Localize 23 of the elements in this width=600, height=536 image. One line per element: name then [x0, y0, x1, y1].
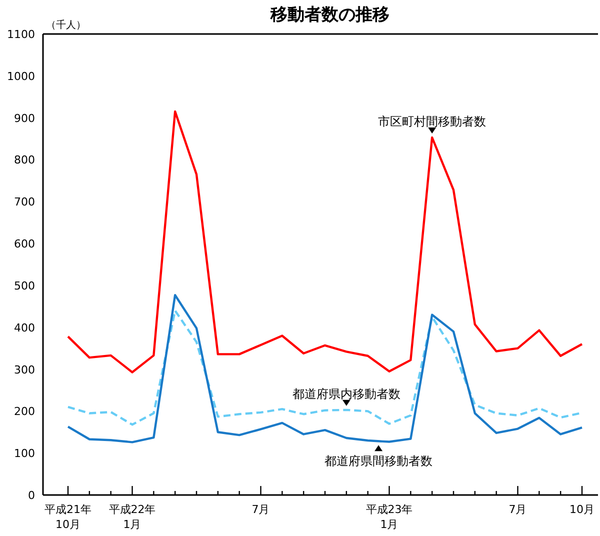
- x-tick-label: 7月: [508, 503, 527, 516]
- series-label: 都道府県間移動者数: [324, 454, 433, 468]
- y-tick-label: 800: [14, 154, 35, 167]
- x-tick-label: 平成23年 1月: [366, 503, 413, 531]
- y-tick-label: 200: [14, 405, 35, 418]
- y-tick-label: 500: [14, 279, 35, 292]
- y-tick-label: 700: [14, 196, 35, 209]
- y-tick-label: 0: [28, 489, 35, 502]
- x-tick-label: 平成21年 10月: [44, 503, 92, 531]
- y-tick-label: 100: [14, 447, 35, 460]
- y-tick-label: 400: [14, 321, 35, 334]
- chart-title: 移動者数の推移: [270, 5, 390, 25]
- y-tick-label: 1100: [7, 28, 35, 41]
- y-tick-label: 600: [14, 238, 35, 251]
- series-label: 都道府県内移動者数: [292, 386, 400, 401]
- y-tick-label: 1000: [7, 70, 35, 83]
- series-label: 市区町村間移動者数: [378, 114, 486, 129]
- x-tick-label: 平成22年 1月: [108, 503, 156, 531]
- y-axis-title: （千人）: [46, 19, 86, 31]
- y-tick-label: 300: [14, 363, 35, 376]
- y-tick-label: 900: [14, 112, 35, 125]
- x-tick-label: 10月: [570, 503, 594, 516]
- x-tick-label: 7月: [252, 503, 270, 516]
